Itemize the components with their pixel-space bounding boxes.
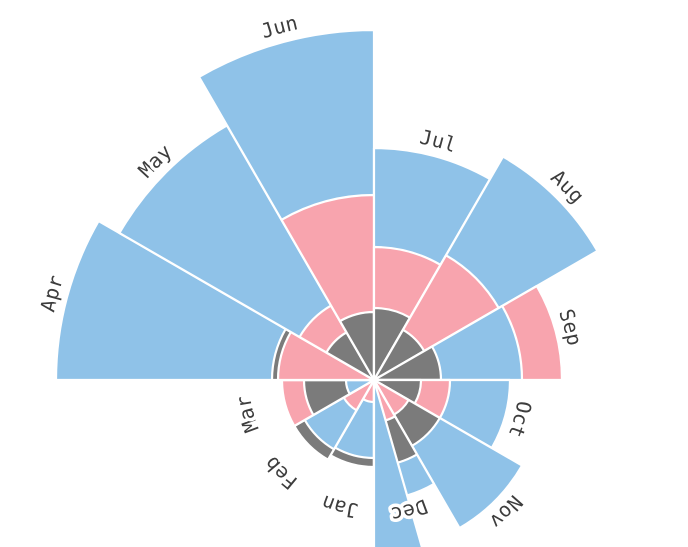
month-label-mar: Mar — [228, 391, 268, 440]
wedge-may-blue[interactable] — [118, 124, 376, 382]
month-label-char: r — [231, 394, 257, 410]
month-label-jan: Jan — [315, 487, 364, 527]
month-label-feb: Feb — [256, 448, 306, 498]
wedge-dec-blue-fragment[interactable] — [372, 378, 424, 547]
wedge-layer — [54, 28, 599, 547]
